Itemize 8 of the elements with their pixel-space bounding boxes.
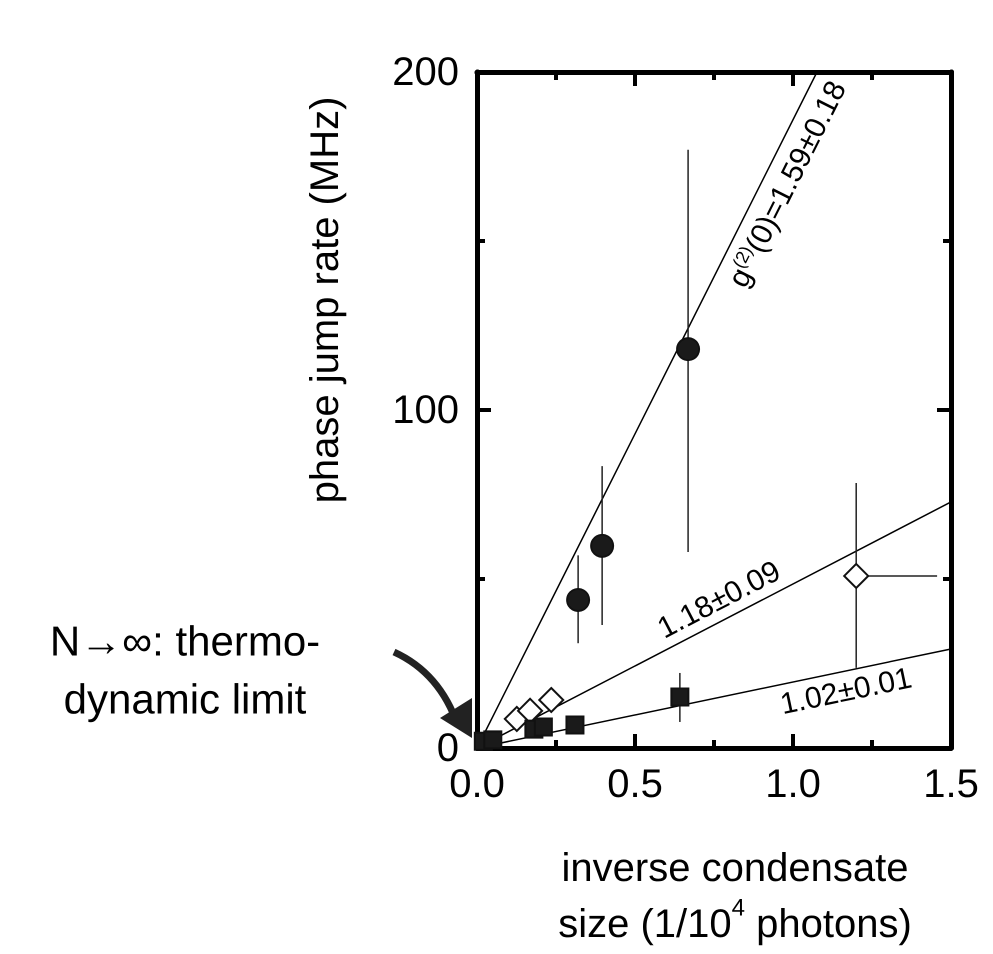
y-tick-label: 200 (392, 50, 459, 94)
y-tick-label: 100 (392, 388, 459, 432)
x-tick-label: 1.5 (923, 762, 979, 806)
x-tick-label: 0.5 (607, 762, 663, 806)
x-tick-label: 1.0 (765, 762, 821, 806)
text: N→∞: thermo- dynamic limit (50, 618, 320, 722)
y-axis-title: phase jump rate (MHz) (303, 96, 347, 504)
annotation: 1.02±0.01 (777, 662, 915, 722)
